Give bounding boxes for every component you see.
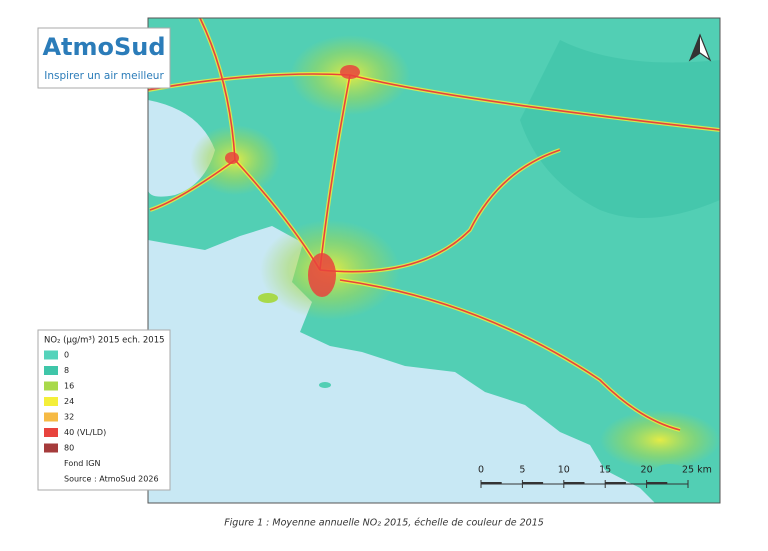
- legend-box: [37, 329, 171, 491]
- scale-label: 20: [641, 465, 653, 476]
- legend-label: 40 (VL/LD): [64, 428, 106, 437]
- island: [656, 464, 684, 476]
- island: [258, 293, 278, 303]
- legend-label: 8: [64, 366, 69, 375]
- legend-label: 0: [64, 351, 69, 360]
- caption: Figure 1 : Moyenne annuelle NO₂ 2015, éc…: [224, 518, 544, 529]
- legend-swatch: [44, 350, 58, 360]
- scale-label: 5: [519, 465, 525, 476]
- legend-swatch: [44, 412, 58, 422]
- legend-swatch: [44, 443, 58, 453]
- scale-label: 10: [558, 465, 570, 476]
- island: [319, 382, 331, 388]
- city-core: [308, 253, 336, 297]
- logo-tagline: Inspirer un air meilleur: [44, 70, 164, 82]
- scale-segment: [605, 482, 626, 484]
- legend-label: 80: [64, 444, 74, 453]
- scale-bar: 0 5 10 15 20 25 km: [478, 465, 712, 488]
- scale-label: 25 km: [682, 465, 712, 476]
- legend-label: 24: [64, 397, 74, 406]
- legend-swatch: [44, 381, 58, 391]
- legend-label: 32: [64, 413, 74, 422]
- north-arrow: [690, 35, 700, 60]
- legend-title: NO₂ (µg/m³) 2015 ech. 2015: [44, 336, 165, 346]
- logo-name: AtmoSud: [42, 33, 165, 61]
- map: [148, 18, 720, 503]
- map-frame: [147, 17, 721, 504]
- city-core: [225, 152, 239, 164]
- scale-label: 15: [599, 465, 611, 476]
- city-core: [340, 65, 360, 79]
- legend-swatch: [44, 397, 58, 406]
- scale-segment: [563, 482, 585, 484]
- legend-note: Fond IGN: [64, 459, 100, 468]
- scale-segment: [481, 482, 502, 484]
- legend-items: 0 8 16 24 32 40 (VL/LD) 80 Fond IGN Source : Atm…: [44, 350, 159, 484]
- scale-label: 0: [478, 465, 484, 476]
- scale-segment: [646, 482, 668, 484]
- legend-swatch: [44, 366, 58, 375]
- urban-area: [600, 410, 720, 470]
- legend-swatch: [44, 428, 58, 437]
- relief: [520, 40, 720, 218]
- scale-segment: [522, 482, 544, 484]
- legend-note: Source : AtmoSud 2026: [64, 475, 159, 484]
- legend-label: 16: [64, 382, 74, 391]
- logo-box: [37, 27, 171, 89]
